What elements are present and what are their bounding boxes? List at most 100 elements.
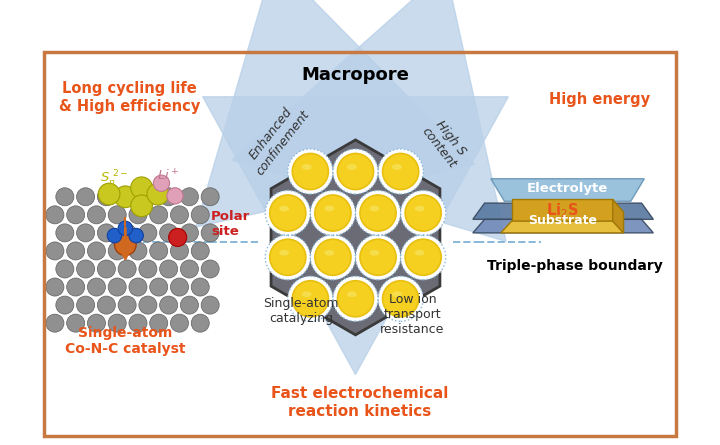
Circle shape xyxy=(292,281,328,317)
Ellipse shape xyxy=(302,164,312,170)
Text: Macropore: Macropore xyxy=(302,66,410,84)
Circle shape xyxy=(192,242,210,260)
Circle shape xyxy=(87,242,105,260)
Circle shape xyxy=(108,314,126,332)
Circle shape xyxy=(97,188,115,206)
Circle shape xyxy=(315,239,351,275)
Circle shape xyxy=(108,242,126,260)
Circle shape xyxy=(171,278,189,296)
Circle shape xyxy=(87,206,105,224)
Circle shape xyxy=(56,296,74,314)
Circle shape xyxy=(97,224,115,242)
Text: Low ion
transport
resistance: Low ion transport resistance xyxy=(380,293,444,336)
Circle shape xyxy=(378,149,423,194)
Circle shape xyxy=(288,149,333,194)
Circle shape xyxy=(405,195,441,231)
Circle shape xyxy=(76,224,94,242)
Text: Electrolyte: Electrolyte xyxy=(527,182,608,195)
Circle shape xyxy=(168,228,186,247)
Circle shape xyxy=(315,195,351,231)
Circle shape xyxy=(67,242,85,260)
Circle shape xyxy=(150,278,168,296)
Circle shape xyxy=(153,175,169,191)
Ellipse shape xyxy=(347,291,357,297)
Polygon shape xyxy=(473,219,653,233)
Circle shape xyxy=(97,296,115,314)
Circle shape xyxy=(270,195,306,231)
Circle shape xyxy=(76,260,94,278)
Ellipse shape xyxy=(347,164,357,170)
Ellipse shape xyxy=(324,206,334,211)
Circle shape xyxy=(160,296,178,314)
Polygon shape xyxy=(613,199,624,233)
Circle shape xyxy=(67,278,85,296)
Polygon shape xyxy=(491,179,644,201)
Circle shape xyxy=(46,314,64,332)
Circle shape xyxy=(97,260,115,278)
Circle shape xyxy=(114,186,136,208)
Circle shape xyxy=(129,206,147,224)
Circle shape xyxy=(160,224,178,242)
Circle shape xyxy=(46,242,64,260)
Text: $Li^+$: $Li^+$ xyxy=(158,168,180,184)
Circle shape xyxy=(171,242,189,260)
Circle shape xyxy=(139,224,157,242)
Ellipse shape xyxy=(415,250,425,255)
Circle shape xyxy=(356,235,400,280)
Circle shape xyxy=(382,154,418,190)
Circle shape xyxy=(360,195,396,231)
Circle shape xyxy=(338,154,374,190)
Circle shape xyxy=(139,296,157,314)
Circle shape xyxy=(333,276,378,321)
Circle shape xyxy=(108,206,126,224)
Circle shape xyxy=(270,239,306,275)
Circle shape xyxy=(129,278,147,296)
Text: $S_n^{\ 2-}$: $S_n^{\ 2-}$ xyxy=(100,169,129,189)
Ellipse shape xyxy=(324,250,334,255)
Ellipse shape xyxy=(392,164,402,170)
Circle shape xyxy=(108,278,126,296)
Circle shape xyxy=(201,296,219,314)
Polygon shape xyxy=(473,203,653,219)
Text: Li$_2$S: Li$_2$S xyxy=(546,201,579,220)
Text: Enhanced
confinement: Enhanced confinement xyxy=(242,98,312,178)
Circle shape xyxy=(87,314,105,332)
Circle shape xyxy=(167,188,183,204)
Text: High energy: High energy xyxy=(549,92,649,107)
Circle shape xyxy=(150,314,168,332)
Polygon shape xyxy=(512,199,613,221)
Ellipse shape xyxy=(302,291,312,297)
Circle shape xyxy=(46,278,64,296)
Text: Single-atom
catalyzing: Single-atom catalyzing xyxy=(264,297,339,325)
Circle shape xyxy=(160,188,178,206)
Circle shape xyxy=(292,154,328,190)
Circle shape xyxy=(201,260,219,278)
Circle shape xyxy=(310,190,356,235)
Circle shape xyxy=(139,260,157,278)
Ellipse shape xyxy=(392,291,402,297)
Circle shape xyxy=(139,188,157,206)
Circle shape xyxy=(98,183,120,205)
Text: Triple-phase boundary: Triple-phase boundary xyxy=(487,259,662,273)
Text: Long cycling life
& High efficiency: Long cycling life & High efficiency xyxy=(59,81,200,113)
Circle shape xyxy=(192,206,210,224)
Circle shape xyxy=(171,314,189,332)
Circle shape xyxy=(181,296,199,314)
Circle shape xyxy=(56,260,74,278)
Circle shape xyxy=(288,276,333,321)
Circle shape xyxy=(181,188,199,206)
Circle shape xyxy=(76,188,94,206)
Circle shape xyxy=(147,183,168,205)
Circle shape xyxy=(67,314,85,332)
Circle shape xyxy=(150,242,168,260)
Circle shape xyxy=(160,260,178,278)
Ellipse shape xyxy=(369,206,379,211)
Circle shape xyxy=(114,234,136,255)
Circle shape xyxy=(192,314,210,332)
Circle shape xyxy=(356,190,400,235)
Circle shape xyxy=(129,228,143,243)
Circle shape xyxy=(129,242,147,260)
Text: Substrate: Substrate xyxy=(528,214,598,227)
Circle shape xyxy=(118,260,136,278)
Circle shape xyxy=(201,188,219,206)
